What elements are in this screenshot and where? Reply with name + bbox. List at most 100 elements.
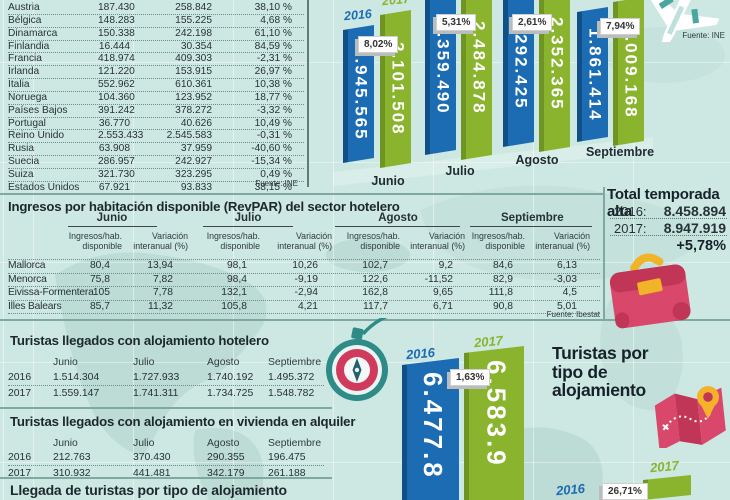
cell: 1.514.304: [53, 372, 100, 383]
subheader-variacion: Variación interanual (%): [133, 231, 188, 252]
subheader-ingresos: Ingresos/hab. disponible: [68, 231, 122, 252]
month-header: Septiembre: [268, 357, 322, 368]
divider: [0, 477, 332, 479]
cell: 5,01: [556, 300, 577, 312]
month-label-julio: Julio: [445, 164, 475, 178]
cell: -11,52: [424, 273, 453, 285]
value-2017: 378.272: [175, 104, 212, 116]
airplane-icon: [645, 0, 720, 42]
pct-badge-agosto: 2,61%: [512, 14, 553, 31]
bottom-section-heading: Llegada de turistas por tipo de alojamie…: [10, 482, 287, 498]
value-2017: 242.198: [175, 27, 212, 39]
value-2017: 30.354: [180, 40, 212, 52]
dotted-rule: [610, 235, 727, 236]
value-2017: 242.927: [175, 156, 212, 168]
rental-table-rows: 2016 212.763 370.430 290.355 196.475 201…: [8, 450, 324, 481]
value-2016: 150.338: [98, 27, 135, 39]
value-2017: 323.295: [175, 168, 212, 180]
value-2016: 187.430: [98, 2, 135, 13]
revpar-table: Mallorca 80,4 13,94 98,1 10,26 102,7 9,2…: [8, 259, 600, 315]
table-row: Italia 552.962 610.361 10,38 %: [8, 79, 304, 92]
value-2017: 40.626: [180, 117, 212, 129]
cell: 4,21: [297, 300, 318, 312]
compass-icon: [326, 318, 388, 401]
country-name: Noruega: [8, 91, 48, 103]
value-2016: 2.553.433: [98, 130, 144, 142]
month-header: Agosto: [207, 357, 240, 368]
value-2016: 321.730: [98, 168, 135, 180]
cell: 7,82: [152, 273, 173, 285]
pct-badge-mini: 26,71%: [602, 483, 648, 500]
cell: 1.741.311: [133, 388, 179, 399]
group-underline: [335, 226, 460, 227]
subheader-variacion: Variación interanual (%): [277, 231, 332, 252]
value-2016: 148.283: [98, 14, 135, 26]
cell: 6,71: [432, 300, 453, 312]
cell: 6,13: [556, 260, 577, 271]
country-name: Austria: [8, 2, 40, 13]
country-name: Suecia: [8, 156, 40, 168]
table-row: 2017 1.559.147 1.741.311 1.734.725 1.548…: [8, 386, 324, 401]
cell: 111,8: [488, 287, 513, 299]
value-2017: 610.361: [175, 79, 212, 91]
cell: 310.932: [53, 468, 91, 479]
cell: 342.179: [207, 468, 245, 479]
cell: 13,94: [147, 260, 173, 271]
country-table: Austria 187.430 258.842 38,10 % Bélgica …: [8, 2, 304, 195]
month-header: Julio: [133, 438, 155, 449]
table-row: 2016 212.763 370.430 290.355 196.475: [8, 450, 324, 466]
cell: -3,03: [553, 273, 577, 285]
subheader-variacion: Variación interanual (%): [410, 231, 465, 252]
variation-pct: 4,68 %: [260, 14, 292, 26]
cell: 132,1: [221, 287, 247, 299]
country-name: Portugal: [8, 117, 46, 129]
total-variation: +5,78%: [676, 238, 726, 254]
table-row: 2017 310.932 441.481 342.179 261.188: [8, 466, 324, 481]
total-2017-label: 2017:: [614, 221, 647, 236]
hotel-months-header: Junio Julio Agosto Septiembre: [8, 355, 324, 370]
subheader-ingresos: Ingresos/hab. disponible: [206, 231, 260, 252]
value-2017: 409.303: [175, 53, 212, 65]
legend-2016: 2016: [405, 344, 436, 363]
revpar-group-agosto: Agosto: [378, 212, 418, 224]
spacer: [8, 436, 53, 451]
value-2016: 418.974: [98, 53, 135, 65]
island-name: Illes Balears: [8, 300, 62, 312]
country-name: Dinamarca: [8, 27, 58, 39]
table-row: Mallorca 80,4 13,94 98,1 10,26 102,7 9,2…: [8, 260, 600, 274]
year: 2016: [8, 372, 32, 383]
cell: 1.740.192: [207, 372, 254, 383]
island-name: Eivissa-Formentera: [8, 287, 94, 299]
spacer: [8, 355, 53, 370]
bar-value: 2.359.490: [433, 20, 453, 115]
subheader-ingresos: Ingresos/hab. disponible: [346, 231, 400, 252]
cell: 90,8: [492, 300, 513, 312]
table-right-border: [307, 0, 309, 187]
bar-value: 2.009.168: [621, 24, 641, 119]
table-row: Finlandia 16.444 30.354 84,59 %: [8, 41, 304, 54]
value-2016: 104.360: [98, 91, 135, 103]
table-row: Noruega 104.360 123.952 18,77 %: [8, 92, 304, 105]
table-row: Francia 418.974 409.303 -2,31 %: [8, 53, 304, 67]
bar-value: 2.292.425: [511, 15, 531, 110]
source-ine-chart: Fuente: INE: [682, 31, 725, 40]
cell: 441.481: [133, 468, 171, 479]
revpar-group-junio: Junio: [96, 212, 128, 224]
group-underline: [68, 226, 157, 227]
country-name: Italia: [8, 79, 30, 91]
revpar-group-septiembre: Septiembre: [501, 212, 564, 224]
cell: 80,4: [89, 260, 110, 271]
bar-value: 2.484.878: [469, 21, 489, 115]
country-name: Irlanda: [8, 66, 40, 78]
cell: 75,8: [89, 273, 110, 285]
value-2017: 37.959: [180, 143, 212, 155]
table-row: Suecia 286.957 242.927 -15,34 %: [8, 156, 304, 169]
cell: 82,9: [492, 273, 513, 285]
rental-months-header: Junio Julio Agosto Septiembre: [8, 436, 324, 451]
month-header: Septiembre: [268, 438, 322, 449]
bar-2016-alojamiento: 6.477.8: [402, 358, 459, 500]
value-2017: 155.225: [175, 14, 212, 26]
table-row: Suiza 321.730 323.295 0,49 %: [8, 169, 304, 182]
variation-pct: 0,49 %: [260, 168, 292, 180]
accommodation-chart-title: Turistas por tipo de alojamiento: [552, 343, 649, 401]
